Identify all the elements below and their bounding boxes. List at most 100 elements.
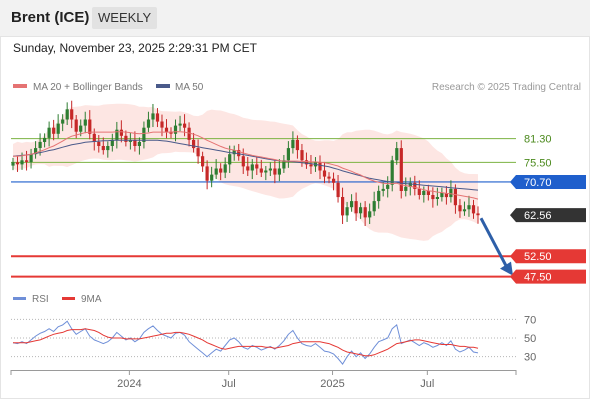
level-tags: 81.30 75.50 70.70 62.56 52.50 47.50 [510, 134, 586, 284]
candle-body [124, 135, 128, 142]
candle-body [255, 164, 259, 169]
candle-body [34, 148, 38, 155]
candle-body [228, 154, 232, 165]
level-tag-62-56 [510, 208, 586, 223]
candle-body [359, 207, 363, 214]
rsi-tick-70: 70 [524, 314, 536, 326]
candle-body [192, 139, 196, 149]
candle-body [327, 176, 331, 179]
ma50-legend-label: MA 50 [175, 82, 204, 93]
candle-body [368, 211, 372, 218]
ma20-legend-swatch [13, 84, 27, 88]
level-label-70-70: 70.70 [524, 177, 552, 189]
candle-body [268, 168, 272, 171]
candle-body [232, 150, 236, 155]
time-label: 2025 [320, 378, 344, 390]
candle-body [440, 193, 444, 198]
candle-body [322, 170, 327, 177]
candle-body [164, 127, 169, 132]
candle-body [372, 201, 376, 212]
candle-body [399, 148, 403, 191]
candle-body [449, 188, 453, 198]
candle-body [201, 156, 205, 167]
candle-body [259, 168, 263, 173]
candle-body [467, 205, 471, 210]
instrument-title: Brent (ICE) [11, 9, 90, 26]
rsi-tick-50: 50 [524, 333, 536, 345]
candle-body [97, 141, 101, 146]
copyright-text: Research © 2025 Trading Central [432, 82, 581, 93]
candle-body [291, 139, 295, 149]
candle-body [74, 119, 78, 132]
candle-body [413, 182, 417, 189]
candle-body [471, 205, 476, 214]
candle-body [11, 162, 15, 166]
candle-body [119, 129, 123, 136]
candle-body [476, 213, 480, 216]
forecast-arrow [479, 217, 513, 276]
candle-body [47, 127, 51, 138]
candle-body [110, 139, 114, 146]
candle-body [345, 207, 349, 216]
candle-body [214, 168, 218, 175]
level-tag-47-50 [510, 269, 586, 284]
rsi9-legend-label: 9MA [81, 294, 102, 305]
candle-body [431, 195, 435, 200]
time-label: Jul [222, 378, 236, 390]
title-bar: Brent (ICE) WEEKLY [0, 0, 590, 36]
candle-body [29, 154, 33, 162]
candle-body [390, 160, 394, 185]
candle-body [273, 168, 277, 175]
forecast-arrow-head [500, 261, 513, 276]
candle-body [15, 162, 20, 165]
candle-body [52, 127, 56, 134]
level-tag-52-50 [510, 249, 586, 264]
candle-body [142, 127, 146, 142]
candle-body [304, 160, 309, 165]
candle-body [169, 131, 173, 134]
candle-body [377, 190, 381, 202]
candle-body [173, 125, 178, 134]
candle-body [61, 119, 65, 124]
candle-body [133, 139, 137, 146]
ma50-line [12, 139, 479, 191]
candle-body [435, 197, 439, 199]
candle-body [155, 113, 160, 122]
candle-body [354, 201, 358, 214]
candle-body [101, 146, 105, 151]
candle-body [237, 150, 241, 157]
candle-body [205, 166, 209, 181]
candle-body [151, 113, 155, 120]
bollinger-band-area [13, 103, 478, 241]
candle-body [264, 170, 268, 173]
level-tag-70-70 [510, 174, 586, 189]
candle-body [332, 178, 336, 183]
candle-body [453, 188, 457, 206]
level-label-47-50: 47.50 [524, 272, 552, 284]
time-label: 2024 [117, 378, 141, 390]
candle-body [422, 190, 426, 195]
candle-body [462, 209, 467, 212]
candle-body [187, 127, 191, 140]
candle-body [83, 119, 87, 126]
candlesticks [11, 100, 480, 227]
candle-body [241, 156, 245, 167]
candle-body [250, 164, 254, 171]
candle-body [395, 148, 399, 161]
timeframe-badge[interactable]: WEEKLY [92, 7, 158, 29]
candle-body [20, 160, 24, 165]
rsi-panel: 70 50 30 [11, 314, 536, 365]
level-label-75-50: 75.50 [524, 157, 552, 169]
candle-body [417, 188, 421, 195]
candle-body [363, 207, 367, 218]
level-label-81-30: 81.30 [524, 134, 552, 146]
candle-body [70, 109, 74, 120]
candle-body [115, 129, 119, 140]
candle-body [88, 119, 92, 134]
candle-body [309, 164, 313, 167]
ma50-legend-swatch [156, 84, 170, 88]
candle-body [178, 123, 182, 126]
candle-body [106, 146, 110, 151]
candle-body [336, 182, 340, 198]
